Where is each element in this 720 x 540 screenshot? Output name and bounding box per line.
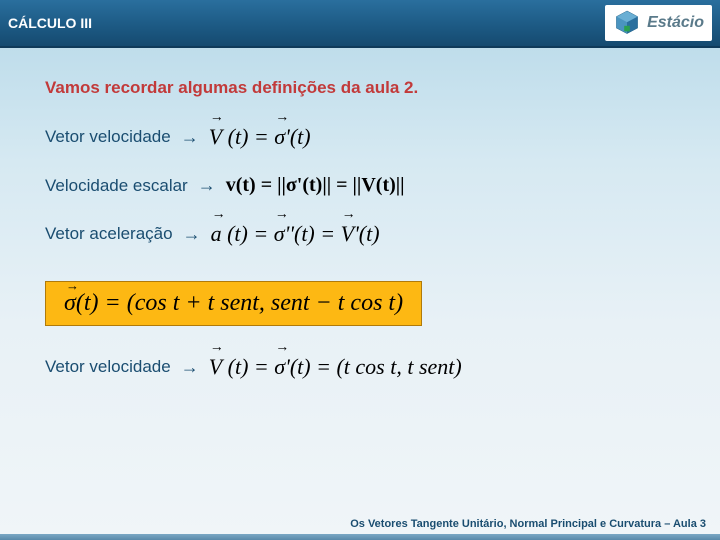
acceleration-vector-formula: a (t) = σ''(t) = V'(t) [211,221,380,247]
velocity-vector-formula: V (t) = σ'(t) [209,124,311,150]
velocity-vector-formula-2: V (t) = σ'(t) = (t cos t, t sent) [209,354,462,380]
footer-stripe [0,534,720,540]
slide-footer: Os Vetores Tangente Unitário, Normal Pri… [350,518,706,530]
definition-row: Vetor aceleração → a (t) = σ''(t) = V'(t… [45,221,675,247]
scalar-velocity-label: Velocidade escalar [45,176,188,196]
acceleration-vector-label: Vetor aceleração [45,224,173,244]
slide-content: Vamos recordar algumas definições da aul… [0,48,720,380]
arrow-icon: → [181,127,199,148]
velocity-vector-label: Vetor velocidade [45,127,171,147]
slide-header: CÁLCULO III Estácio [0,0,720,48]
definition-row: Vetor velocidade → V (t) = σ'(t) [45,124,675,150]
velocity-vector-label-2: Vetor velocidade [45,357,171,377]
course-title: CÁLCULO III [8,15,92,31]
arrow-icon: → [198,175,216,196]
arrow-icon: → [183,224,201,245]
brand-name: Estácio [647,14,704,32]
logo-cube-icon [613,9,641,37]
boxed-formula: σ(t) = (cos t + t sent, sent − t cos t) [45,281,422,326]
definition-row: Vetor velocidade → V (t) = σ'(t) = (t co… [45,354,675,380]
arrow-icon: → [181,357,199,378]
definition-row: Velocidade escalar → v(t) = ||σ'(t)|| = … [45,174,675,197]
brand-logo: Estácio [605,5,712,41]
scalar-velocity-formula: v(t) = ||σ'(t)|| = ||V(t)|| [226,174,405,197]
intro-text: Vamos recordar algumas definições da aul… [45,78,675,98]
